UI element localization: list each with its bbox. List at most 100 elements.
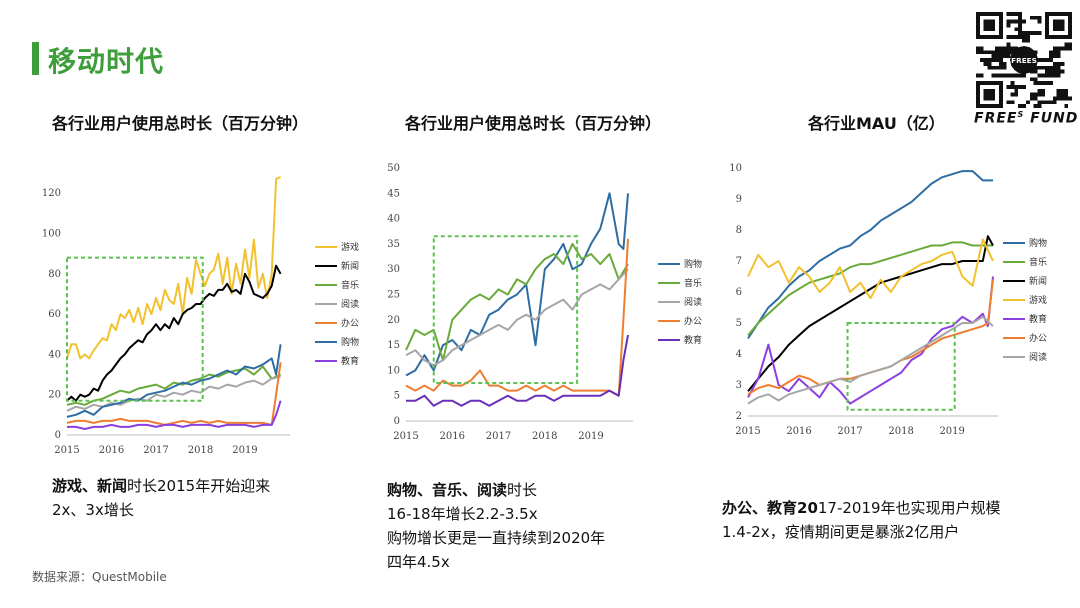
x-tick-label: 2018 (532, 431, 557, 442)
caption-segment: 16-18年增长2.2-3.5x (387, 505, 538, 523)
chart-3-title: 各行业MAU（亿） (808, 114, 945, 133)
y-tick-label: 9 (736, 194, 742, 205)
legend-label: 音乐 (684, 277, 702, 289)
series-line-购物 (747, 170, 993, 340)
x-tick-label: 2016 (440, 431, 465, 442)
x-tick-label: 2015 (54, 445, 79, 456)
y-tick-label: 20 (387, 315, 400, 326)
series-line-阅读 (405, 268, 629, 367)
caption-line: 购物增长更是一直持续到2020年 (387, 526, 605, 550)
title-accent-bar (32, 42, 39, 75)
caption-line: 16-18年增长2.2-3.5x (387, 502, 605, 526)
legend-label: 教育 (341, 355, 359, 367)
qr-code: FREES (976, 12, 1072, 108)
series-line-办公 (66, 362, 282, 426)
legend-label: 游戏 (1029, 294, 1047, 306)
y-tick-label: 40 (387, 214, 400, 225)
series-line-新闻 (747, 235, 994, 392)
chart-3-mau: 2 3 4 5 6 7 8 9 10 2015 2016 2017 2018 2019 购物 音乐 新闻 游戏 教育… (718, 160, 1063, 454)
caption-segment: 购物增长更是一直持续到2020年 (387, 529, 606, 547)
chart-svg: 0 5 10 15 20 25 30 35 40 45 50 2015 2016 2017 2018 2019… (387, 163, 702, 442)
caption-segment: 1.4-2x，疫情期间更是暴涨2亿用户 (722, 523, 960, 541)
chart-svg: 2 3 4 5 6 7 8 9 10 2015 2016 2017 2018 2019 购物音乐新闻游戏教育… (729, 163, 1047, 437)
caption-1: 游戏、新闻时长2015年开始迎来 2x、3x增长 (52, 474, 270, 522)
legend-label: 教育 (684, 334, 702, 346)
legend-label: 阅读 (341, 298, 359, 310)
x-tick-label: 2019 (578, 431, 603, 442)
caption-3: 办公、教育2017-2019年也实现用户规模 1.4-2x，疫情期间更是暴涨2亿用… (722, 496, 1001, 544)
caption-segment: 时长 (507, 481, 538, 499)
x-tick-label: 2019 (939, 426, 964, 437)
caption-segment: 2x、3x增长 (52, 501, 134, 519)
legend-label: 游戏 (341, 241, 359, 253)
highlight-box (432, 235, 579, 385)
highlight-box (846, 322, 956, 411)
caption-segment: 四年4.5x (387, 553, 450, 571)
caption-line: 游戏、新闻时长2015年开始迎来 (52, 474, 270, 498)
series-line-办公 (405, 238, 629, 397)
y-tick-label: 10 (387, 365, 400, 376)
x-tick-label: 2019 (232, 445, 257, 456)
series-line-阅读 (747, 315, 994, 405)
brand-logo: FREES FUND (974, 110, 1079, 127)
legend-label: 音乐 (1029, 256, 1047, 268)
series-line-游戏 (66, 176, 282, 360)
x-tick-label: 2015 (735, 426, 760, 437)
y-tick-label: 100 (42, 228, 61, 239)
caption-line: 2x、3x增长 (52, 498, 270, 522)
caption-segment: 时长2015年开始迎来 (127, 477, 271, 495)
y-tick-label: 30 (387, 264, 400, 275)
qr-center-text: FREES (1011, 56, 1037, 65)
y-tick-label: 80 (48, 269, 61, 280)
x-tick-label: 2017 (486, 431, 511, 442)
x-tick-label: 2017 (837, 426, 862, 437)
caption-line: 办公、教育2017-2019年也实现用户规模 (722, 496, 1001, 520)
x-tick-label: 2018 (188, 445, 213, 456)
legend-label: 购物 (1029, 237, 1047, 249)
page-title: 移动时代 (48, 45, 165, 78)
y-tick-label: 35 (387, 239, 400, 250)
caption-2: 购物、音乐、阅读时长 16-18年增长2.2-3.5x 购物增长更是一直持续到202… (387, 478, 605, 574)
caption-segment: 办公、教育20 (722, 499, 818, 517)
legend-label: 阅读 (684, 296, 702, 308)
series-line-音乐 (66, 365, 282, 406)
caption-line: 1.4-2x，疫情期间更是暴涨2亿用户 (722, 520, 1001, 544)
y-tick-label: 5 (394, 391, 400, 402)
y-tick-label: 20 (48, 390, 61, 401)
legend-label: 办公 (341, 317, 359, 329)
legend-label: 新闻 (1029, 275, 1047, 287)
y-tick-label: 6 (736, 287, 742, 298)
chart-1-time-spent: 0 20 40 60 80 100 120 2015 2016 2017 2018 2019 游戏 新闻音… (35, 165, 365, 459)
series-line-教育 (747, 276, 994, 405)
y-tick-label: 8 (736, 225, 742, 236)
y-tick-label: 25 (387, 290, 400, 301)
caption-segment: 游戏、新闻 (52, 477, 128, 495)
y-tick-label: 40 (48, 349, 61, 360)
y-tick-label: 120 (42, 188, 61, 199)
y-tick-label: 15 (387, 340, 400, 351)
y-tick-label: 7 (736, 256, 742, 267)
x-tick-label: 2018 (888, 426, 913, 437)
y-tick-label: 0 (55, 430, 61, 441)
y-tick-label: 4 (736, 349, 742, 360)
y-tick-label: 45 (387, 188, 400, 199)
y-tick-label: 5 (736, 318, 742, 329)
series-line-购物 (66, 344, 282, 418)
chart-1-title: 各行业用户使用总时长（百万分钟） (52, 114, 309, 133)
y-tick-label: 3 (736, 380, 742, 391)
legend-label: 教育 (1029, 313, 1047, 325)
y-tick-label: 2 (736, 411, 742, 422)
caption-segment: 17-2019年也实现用户规模 (817, 499, 1001, 517)
legend-label: 购物 (684, 258, 702, 270)
chart-2-time-spent: 0 5 10 15 20 25 30 35 40 45 50 2015 2016 2017 2018 2019… (378, 160, 708, 459)
legend-label: 音乐 (341, 279, 359, 291)
highlight-box (66, 256, 204, 402)
legend-label: 新闻 (341, 260, 359, 272)
caption-line: 四年4.5x (387, 550, 605, 574)
series-line-新闻 (66, 264, 282, 402)
series-line-音乐 (405, 242, 629, 362)
series-line-教育 (406, 334, 629, 407)
y-tick-label: 60 (48, 309, 61, 320)
caption-line: 购物、音乐、阅读时长 (387, 478, 605, 502)
y-tick-label: 0 (394, 416, 400, 427)
